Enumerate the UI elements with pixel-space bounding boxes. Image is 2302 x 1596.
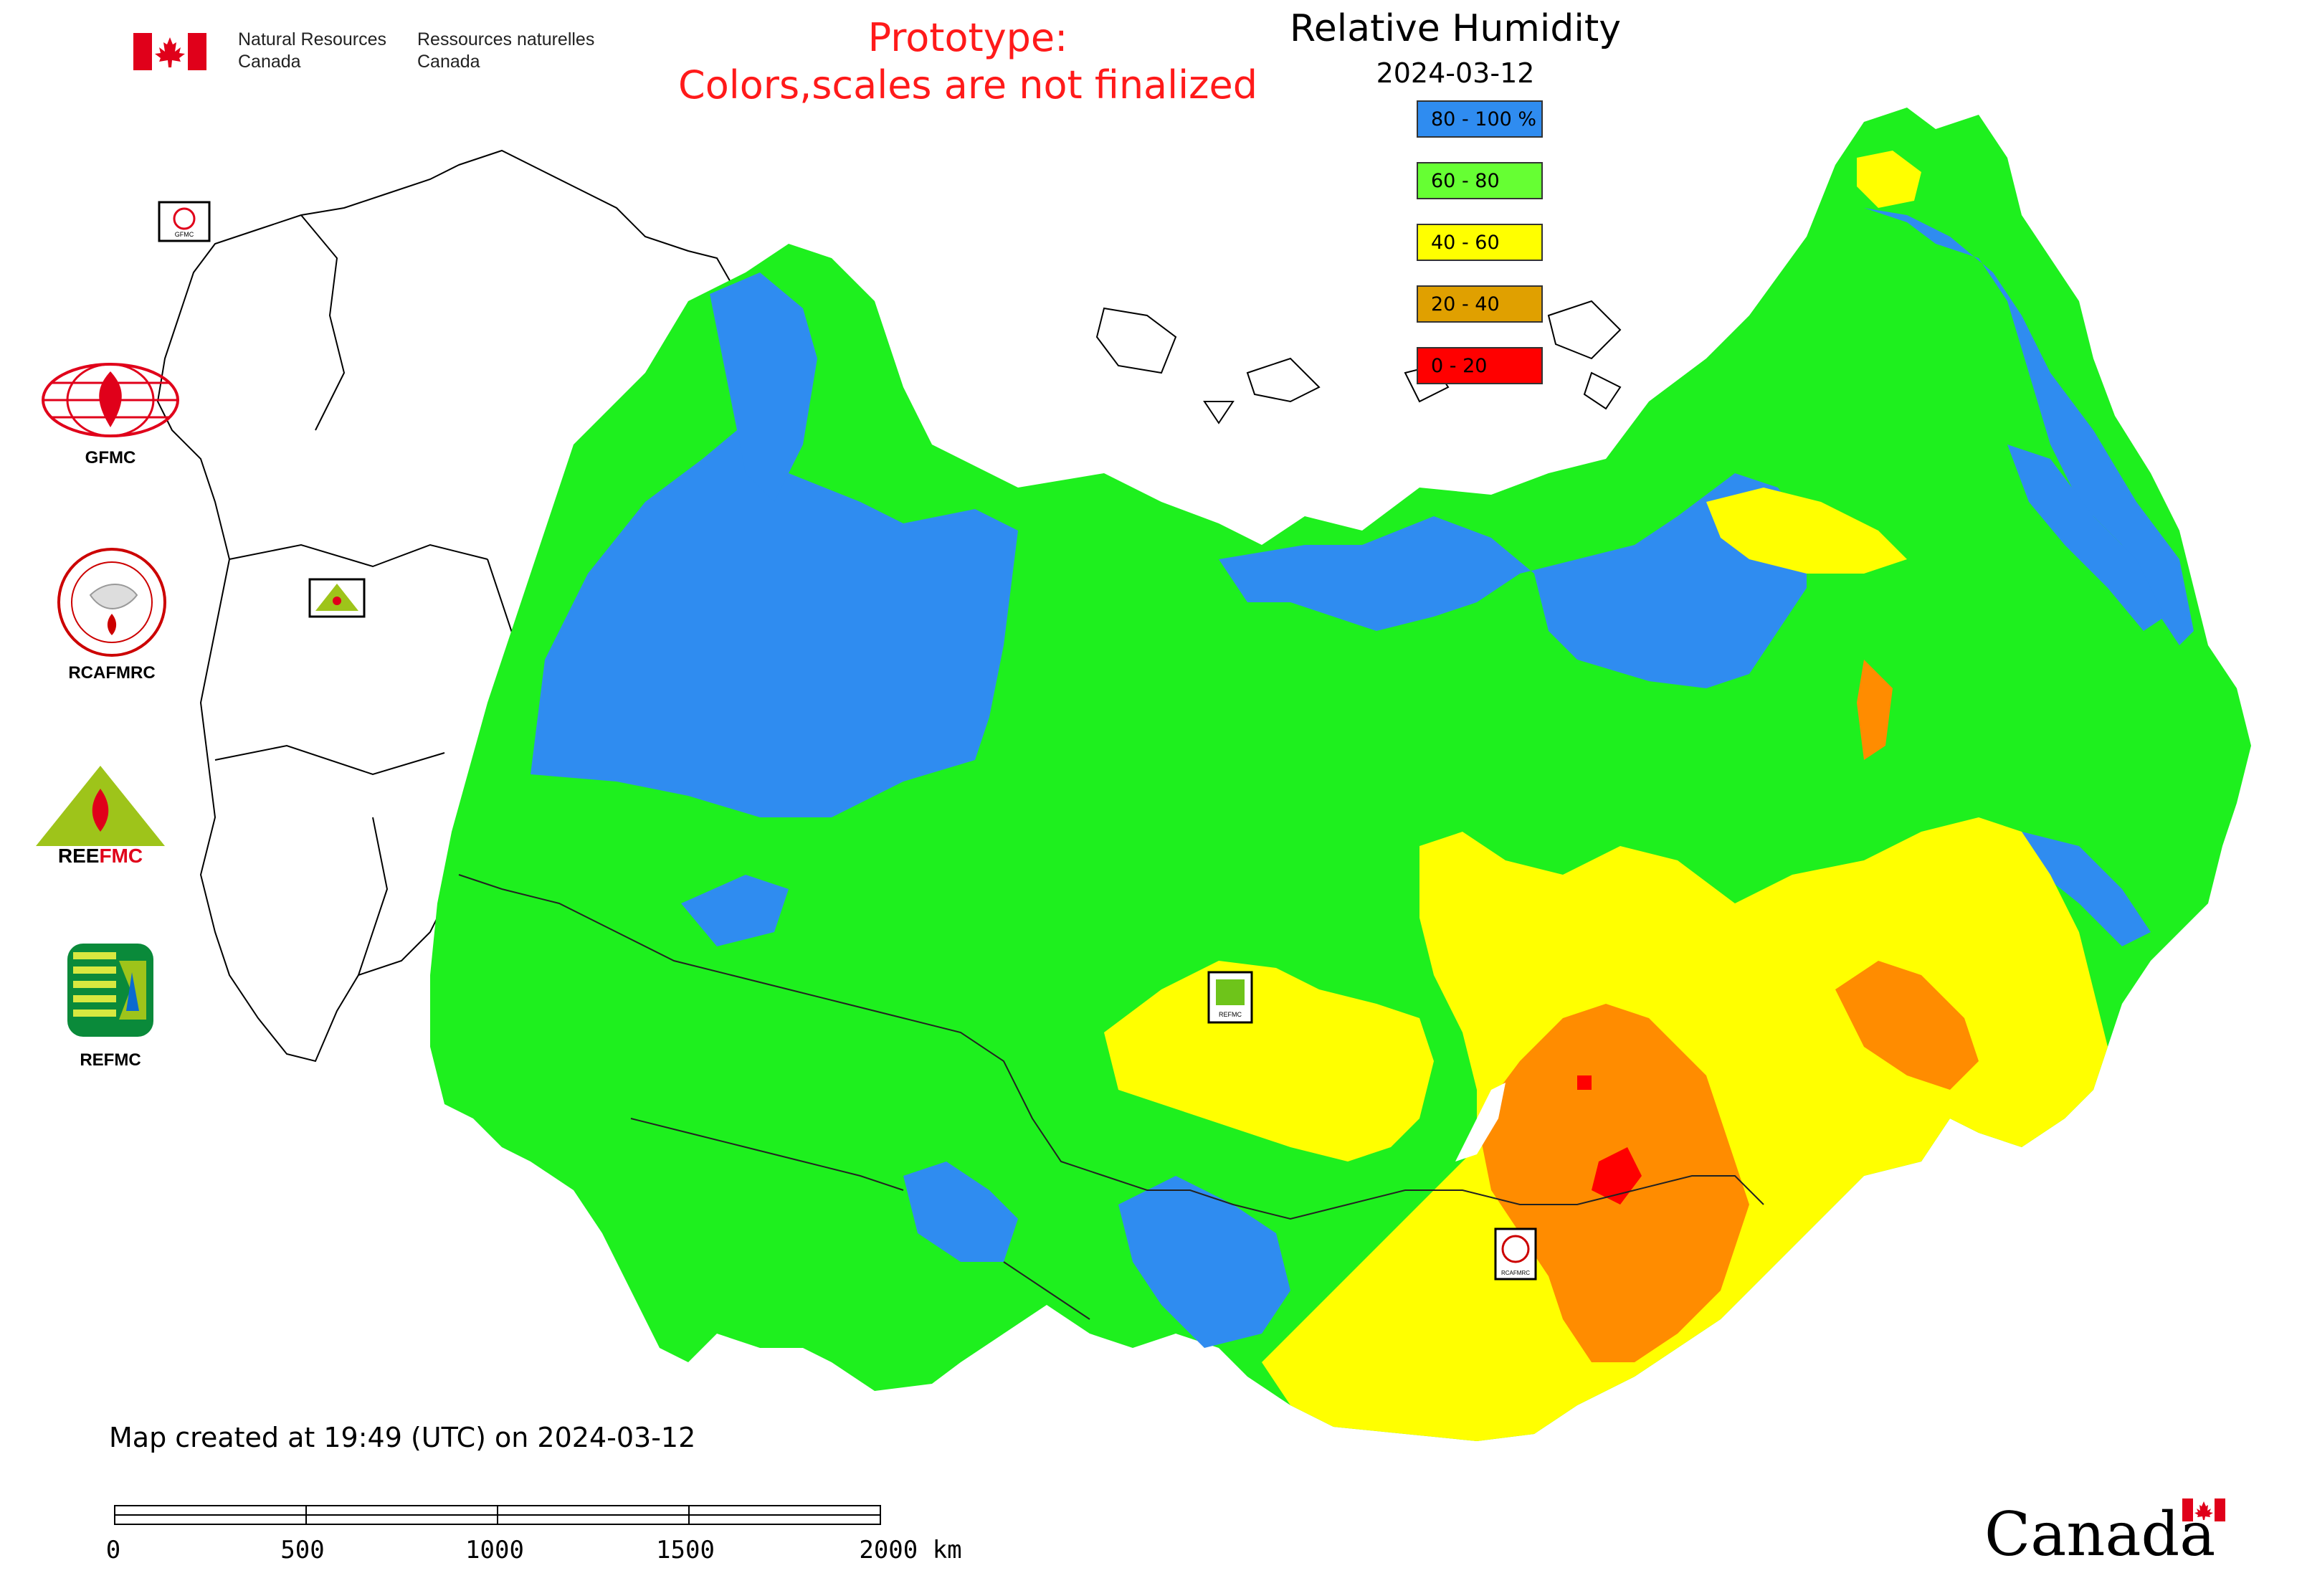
gov-en-line1: Natural Resources [238,29,387,49]
rcafmrc-logo-icon [57,548,166,657]
gfmc-logo-icon [42,363,179,437]
agency-reefmc: REEFMC [22,760,179,870]
scale-label: 2000 km [859,1536,962,1564]
marker-gfmc: GFMC [158,201,211,242]
map-created-timestamp: Map created at 19:49 (UTC) on 2024-03-12 [109,1422,696,1453]
scale-label: 1500 [656,1536,715,1564]
legend-item: 60 - 80 [1417,162,1543,199]
refmc-logo-icon [67,944,153,1037]
marker-reefmc [308,578,366,618]
agency-label: GFMC [85,448,136,467]
agency-gfmc: GFMC [32,358,189,469]
notice-line2: Colors,scales are not finalized [678,62,1257,108]
gov-fr-line1: Ressources naturelles [417,29,595,49]
legend-label: 80 - 100 % [1431,108,1537,130]
gov-fr-line2: Canada [417,52,480,72]
legend-label: 60 - 80 [1431,170,1500,192]
agency-rcafmrc: RCAFMRC [33,545,191,684]
legend-item: 80 - 100 % [1417,100,1543,138]
europe-outline [156,149,1076,1063]
legend-item: 40 - 60 [1417,224,1543,261]
region-humidity-20-40-yakutia [1857,660,1893,760]
region-humidity-80-100-south-b [1118,1176,1290,1348]
canada-flag-icon [133,33,206,70]
region-humidity-40-60-south-central [1104,961,1434,1162]
svg-text:GFMC: GFMC [175,231,194,238]
region-humidity-80-100-south-a [903,1162,1018,1262]
region-humidity-20-40-khabarovsk [1835,961,1979,1090]
region-humidity-40-60-magadan [1706,488,1907,574]
legend-label: 0 - 20 [1431,355,1488,377]
canada-wordmark: Canada [1984,1491,2228,1570]
gov-en-line2: Canada [238,52,301,72]
government-header: Natural Resources Canada Ressources natu… [133,29,607,79]
region-humidity-80-100-kamchatka [2007,445,2165,631]
agency-label: RCAFMRC [68,663,156,683]
scale-bar-graphic [114,1505,881,1525]
scale-label: 1000 [465,1536,524,1564]
marker-rcafmrc: RCAFMRC [1494,1227,1537,1281]
agency-refmc: REFMC [32,939,189,1071]
region-humidity-80-100-west [531,423,1018,817]
agency-label: REFMC [80,1050,141,1070]
region-humidity-0-20 [1592,1147,1642,1205]
legend-item: 0 - 20 [1417,347,1543,384]
marker-refmc: REFMC [1207,971,1253,1024]
region-humidity-0-20-b [1577,1075,1592,1090]
arctic-islands [1095,300,1622,424]
region-humidity-80-100-sakhalin [2022,832,2151,946]
map-title: Relative Humidity [1289,7,1621,50]
canada-wordmark-text: Canada [1984,1499,2216,1569]
lake-baikal [1455,1083,1506,1162]
svg-text:REEFMC: REEFMC [58,845,143,867]
region-humidity-80-100-north [1219,473,1807,688]
prototype-notice: Prototype: Colors,scales are not finaliz… [645,14,1290,109]
notice-line1: Prototype: [867,15,1068,60]
legend-label: 20 - 40 [1431,293,1500,315]
map-date: 2024-03-12 [1376,57,1535,89]
svg-text:REFMC: REFMC [1219,1011,1242,1018]
scale-label: 0 [105,1536,121,1564]
region-humidity-80-100-west-b [681,875,789,946]
region-humidity-80-100-kola [710,272,817,502]
legend: 80 - 100 % 60 - 80 40 - 60 20 - 40 0 - 2… [1417,100,1560,409]
scale-bar: 0 500 1000 1500 2000 km [100,1498,962,1577]
legend-item: 20 - 40 [1417,285,1543,323]
scale-label: 500 [280,1536,325,1564]
region-humidity-40-60-chukotka [1857,151,1921,208]
legend-label: 40 - 60 [1431,232,1500,254]
country-borders [458,874,1764,1320]
gov-name-en: Natural Resources Canada [238,29,386,73]
reefmc-logo-icon: REEFMC [36,766,165,867]
canada-wordmark-flag-icon [2182,1498,2225,1521]
gov-name-fr: Ressources naturelles Canada [417,29,594,73]
svg-text:RCAFMRC: RCAFMRC [1501,1270,1530,1276]
